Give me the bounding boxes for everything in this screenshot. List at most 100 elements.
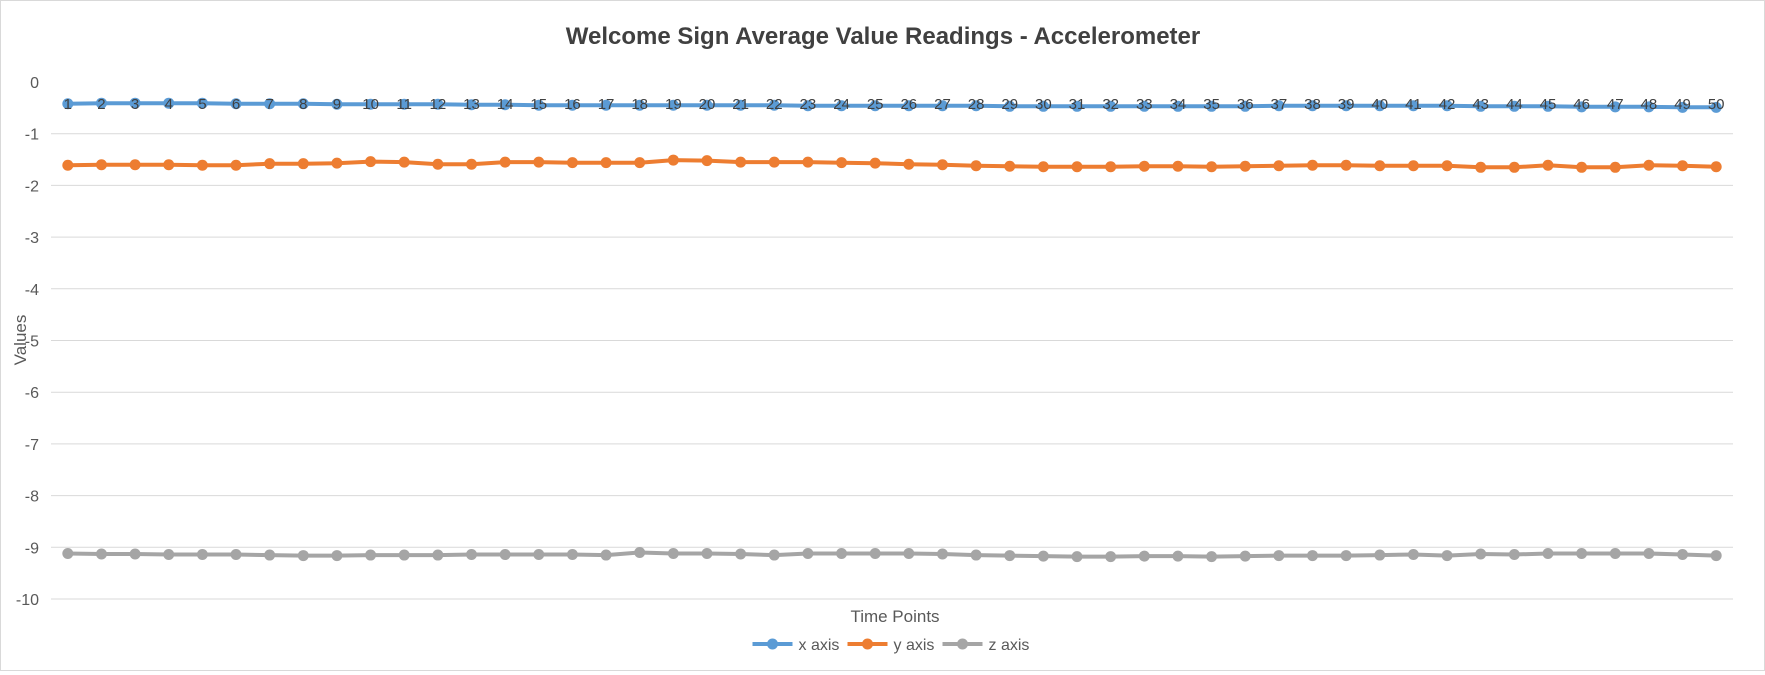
x-tick-label: 33 bbox=[1136, 96, 1153, 113]
data-point bbox=[1542, 100, 1554, 112]
y-tick-label: -10 bbox=[16, 592, 39, 609]
data-point bbox=[1004, 100, 1016, 112]
data-point bbox=[331, 157, 343, 169]
data-point bbox=[1037, 550, 1049, 562]
x-tick-label: 26 bbox=[900, 96, 917, 113]
data-point bbox=[1576, 101, 1588, 113]
data-point bbox=[836, 157, 848, 169]
data-point bbox=[365, 549, 377, 561]
data-point bbox=[230, 98, 242, 110]
data-point bbox=[95, 97, 107, 109]
data-point bbox=[667, 548, 679, 560]
data-point bbox=[735, 99, 747, 111]
x-tick-label: 14 bbox=[497, 96, 514, 113]
x-tick-label: 39 bbox=[1338, 96, 1355, 113]
y-tick-label: -5 bbox=[25, 334, 39, 351]
data-point bbox=[62, 98, 74, 110]
x-tick-label: 27 bbox=[934, 96, 951, 113]
x-tick-label: 47 bbox=[1607, 96, 1624, 113]
data-point bbox=[129, 97, 141, 109]
data-point bbox=[1677, 549, 1689, 561]
data-point bbox=[297, 158, 309, 170]
data-point bbox=[62, 159, 74, 171]
data-point bbox=[1172, 160, 1184, 172]
y-tick-labels: 0 -1 -2 -3 -4 -5 -6 -7 -8 -9 -10 bbox=[16, 75, 39, 609]
x-tick-label: 8 bbox=[299, 96, 307, 113]
x-tick-label: 38 bbox=[1304, 96, 1321, 113]
y-tick-label: -3 bbox=[25, 230, 39, 247]
data-point bbox=[1340, 159, 1352, 171]
data-point bbox=[331, 550, 343, 562]
data-point bbox=[1071, 551, 1083, 563]
data-point bbox=[1508, 161, 1520, 173]
legend-label: y axis bbox=[894, 637, 935, 654]
data-point bbox=[869, 100, 881, 112]
data-point bbox=[1273, 100, 1285, 112]
x-tick-label: 9 bbox=[333, 96, 341, 113]
data-point bbox=[1643, 159, 1655, 171]
data-point bbox=[62, 548, 74, 560]
x-tick-label: 17 bbox=[598, 96, 615, 113]
data-point bbox=[1307, 100, 1318, 112]
data-point bbox=[970, 160, 982, 172]
data-point bbox=[1643, 101, 1655, 113]
x-tick-label: 15 bbox=[530, 96, 547, 113]
data-point bbox=[936, 548, 948, 560]
data-point bbox=[970, 549, 982, 561]
data-point bbox=[1138, 100, 1150, 112]
chart-title: Welcome Sign Average Value Readings - Ac… bbox=[566, 23, 1200, 50]
data-point bbox=[1475, 548, 1487, 560]
x-tick-label: 5 bbox=[198, 96, 206, 113]
x-tick-label: 49 bbox=[1674, 96, 1691, 113]
legend-item: x axis bbox=[752, 637, 840, 654]
x-tick-label: 42 bbox=[1439, 96, 1456, 113]
data-point bbox=[432, 158, 444, 170]
data-point bbox=[1475, 100, 1487, 112]
y-tick-label: -7 bbox=[25, 437, 39, 454]
data-point bbox=[1576, 161, 1588, 173]
data-point bbox=[1206, 100, 1218, 112]
data-point bbox=[970, 100, 982, 112]
data-point bbox=[1340, 550, 1352, 562]
x-tick-label: 30 bbox=[1035, 96, 1052, 113]
data-point bbox=[1239, 550, 1251, 562]
x-tick-label: 10 bbox=[362, 96, 379, 113]
data-point bbox=[1004, 550, 1016, 562]
data-point bbox=[1508, 549, 1520, 561]
data-point bbox=[1004, 160, 1016, 172]
legend: x axis y axis z axis bbox=[752, 637, 1029, 654]
x-tick-label: 24 bbox=[833, 96, 850, 113]
data-point bbox=[466, 549, 477, 561]
x-tick-label: 25 bbox=[867, 96, 884, 113]
data-point bbox=[869, 548, 881, 560]
x-tick-label: 32 bbox=[1102, 96, 1119, 113]
legend-item: z axis bbox=[942, 637, 1029, 654]
data-point bbox=[634, 157, 646, 169]
data-point bbox=[903, 548, 915, 560]
data-point bbox=[533, 156, 545, 168]
data-point bbox=[869, 157, 881, 169]
data-point bbox=[466, 158, 477, 170]
data-point bbox=[1374, 160, 1386, 172]
data-point bbox=[129, 159, 141, 171]
x-tick-label: 46 bbox=[1573, 96, 1590, 113]
data-point bbox=[600, 157, 612, 169]
data-point bbox=[230, 549, 242, 561]
legend-swatch-marker bbox=[767, 638, 778, 650]
legend-label: x axis bbox=[799, 637, 840, 654]
x-tick-label: 4 bbox=[165, 96, 173, 113]
data-point bbox=[1340, 100, 1352, 112]
data-point bbox=[1273, 160, 1285, 172]
data-point bbox=[432, 98, 444, 110]
y-tick-label: -4 bbox=[25, 282, 39, 299]
data-point bbox=[499, 549, 511, 561]
data-point bbox=[1172, 100, 1184, 112]
data-point bbox=[1643, 548, 1655, 560]
data-point bbox=[1576, 548, 1588, 560]
data-point bbox=[264, 158, 276, 170]
data-point bbox=[1037, 100, 1049, 112]
x-tick-label: 6 bbox=[232, 96, 240, 113]
data-point bbox=[735, 156, 747, 168]
data-point bbox=[802, 100, 814, 112]
